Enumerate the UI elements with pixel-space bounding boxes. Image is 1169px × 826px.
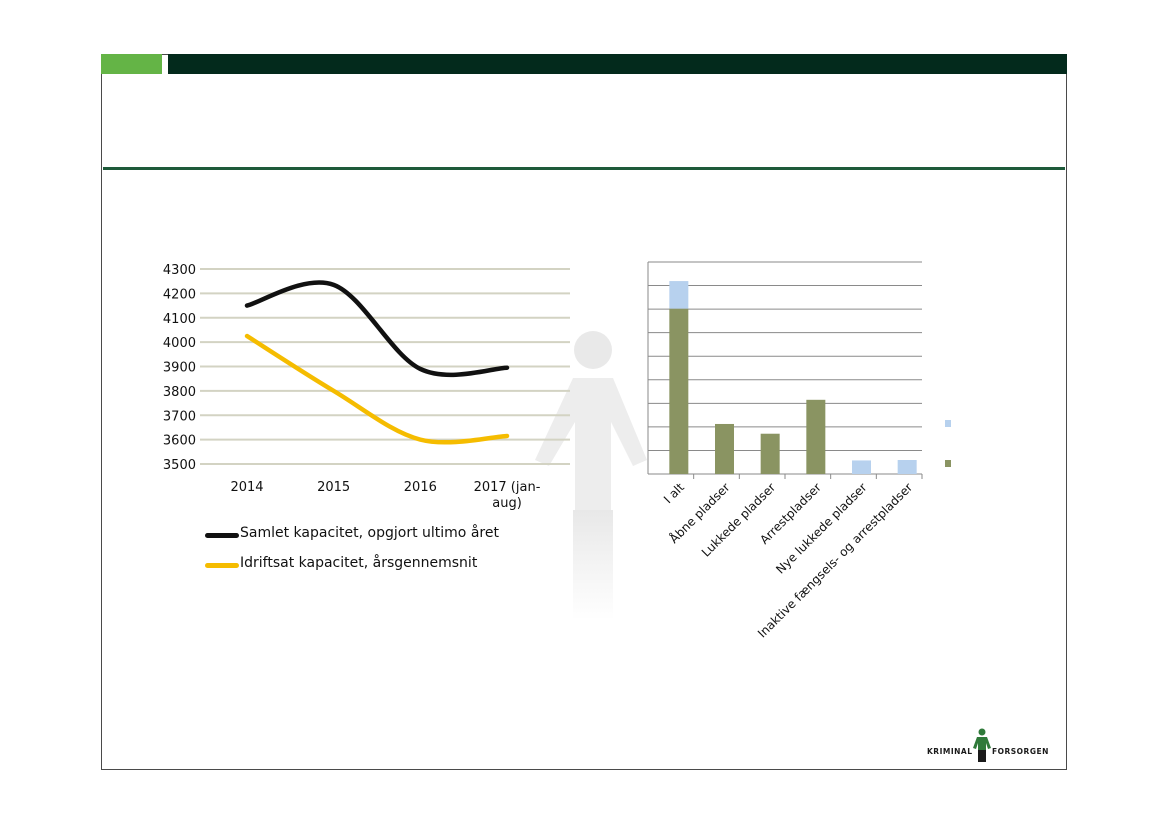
x-tick-label: I alt: [661, 480, 687, 506]
bar-segment: [852, 460, 871, 474]
legend-swatch-series-2: [205, 563, 239, 568]
legend-swatch: [945, 420, 951, 427]
header-bar: [168, 54, 1067, 74]
legend-swatch-series-1: [205, 533, 239, 538]
bar-chart-legend: [945, 420, 951, 467]
x-tick-label: 2014: [230, 480, 263, 495]
bar-segment: [806, 399, 826, 474]
y-tick-label: 3800: [163, 385, 196, 400]
series-line-2: [244, 333, 510, 445]
line-chart-x-axis: 2014 2015 2016 2017 (jan-aug): [230, 480, 540, 511]
y-tick-label: 3900: [163, 361, 196, 376]
y-tick-label: 4100: [163, 312, 196, 327]
legend-swatch: [945, 460, 951, 467]
bar-segment: [897, 460, 917, 474]
bar-segment: [715, 423, 734, 474]
x-tick-label: Nye lukkede pladser: [773, 480, 869, 576]
logo: KRIMINAL FORSORGEN: [925, 728, 1048, 764]
y-tick-label: 3700: [163, 409, 196, 424]
logo-figure-icon: [973, 728, 991, 762]
watermark-figure-icon: [535, 331, 647, 620]
x-tick-label: 2016: [404, 480, 437, 495]
title-divider: [103, 167, 1065, 170]
bar-chart-bars: [669, 281, 917, 474]
y-tick-label: 3500: [163, 458, 196, 473]
legend-label-series-1: Samlet kapacitet, opgjort ultimo året: [240, 525, 499, 541]
header-accent-bar: [101, 54, 162, 74]
bar-segment: [760, 433, 780, 474]
x-tick-label: 2017 (jan-: [474, 480, 541, 495]
y-tick-label: 3600: [163, 434, 196, 449]
y-tick-label: 4200: [163, 287, 196, 302]
bar-chart-grid: [647, 261, 922, 475]
logo-text-left: KRIMINAL: [927, 747, 973, 756]
x-tick-label: aug): [492, 496, 522, 511]
y-tick-label: 4300: [163, 263, 196, 278]
line-chart-series: [244, 280, 510, 445]
legend-label-series-2: Idriftsat kapacitet, årsgennemsnit: [240, 555, 478, 571]
x-tick-label: 2015: [317, 480, 350, 495]
line-chart-y-axis: 4300 4200 4100 4000 3900 3800 3700 3600 3500: [163, 263, 196, 473]
logo-text-right: FORSORGEN: [992, 747, 1049, 756]
line-chart-grid: [200, 268, 570, 465]
line-chart: 4300 4200 4100 4000 3900 3800 3700 3600 3500 201…: [163, 263, 570, 511]
bar-segment: [669, 308, 689, 474]
series-line-1: [244, 280, 510, 378]
bar-segment: [669, 281, 689, 309]
y-tick-label: 4000: [163, 336, 196, 351]
